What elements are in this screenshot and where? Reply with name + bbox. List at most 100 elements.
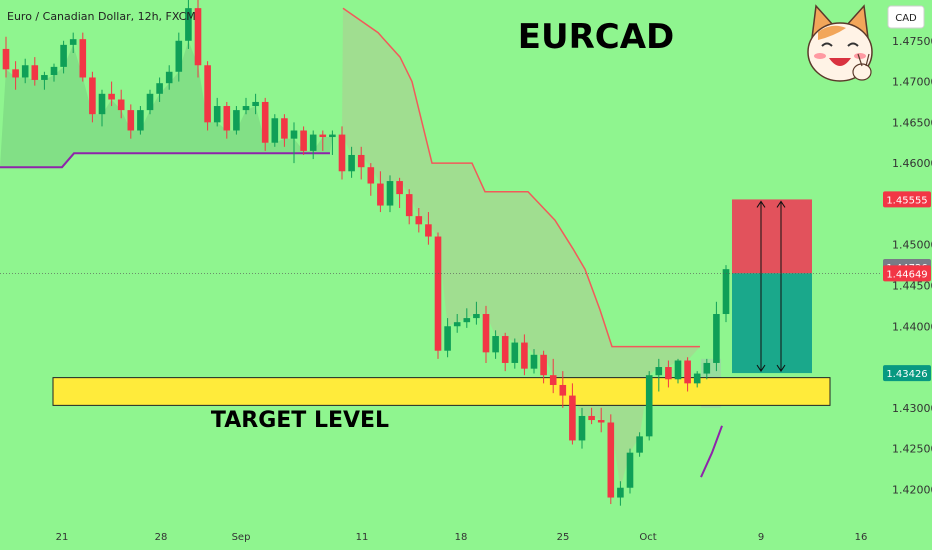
- candle-body[interactable]: [655, 367, 663, 376]
- time-tick-label: 9: [758, 532, 764, 543]
- candle-body[interactable]: [722, 269, 730, 315]
- candle-body[interactable]: [693, 373, 701, 384]
- candle-body[interactable]: [405, 194, 413, 217]
- candle-body[interactable]: [674, 360, 682, 380]
- candle-body[interactable]: [156, 83, 163, 94]
- candle-body[interactable]: [165, 71, 173, 84]
- candle-body[interactable]: [194, 8, 202, 66]
- candle-body[interactable]: [60, 44, 67, 67]
- candle-body[interactable]: [703, 362, 711, 374]
- candle-body[interactable]: [357, 154, 365, 168]
- candle-body[interactable]: [434, 236, 442, 351]
- candle-body[interactable]: [453, 322, 461, 327]
- candle-body[interactable]: [309, 134, 317, 151]
- candle-body[interactable]: [578, 415, 586, 441]
- candle-body[interactable]: [300, 130, 307, 151]
- candle-body[interactable]: [549, 375, 557, 385]
- candle-body[interactable]: [175, 40, 183, 72]
- candle-body[interactable]: [463, 318, 471, 323]
- price-tick-label: 1.44500: [892, 279, 932, 292]
- candle-body[interactable]: [521, 342, 528, 369]
- candle-body[interactable]: [607, 422, 615, 498]
- candle-body[interactable]: [213, 106, 221, 123]
- currency-button-label: CAD: [895, 13, 917, 24]
- candle-body[interactable]: [2, 48, 10, 70]
- candle-body[interactable]: [530, 354, 538, 369]
- candle-body[interactable]: [386, 181, 394, 206]
- candle-body[interactable]: [588, 415, 595, 421]
- price-badge-label: 1.45555: [886, 195, 927, 206]
- candle-body[interactable]: [146, 93, 154, 111]
- candle-body[interactable]: [79, 39, 87, 78]
- candle-body[interactable]: [21, 65, 29, 78]
- candle-body[interactable]: [223, 106, 231, 131]
- candle-body[interactable]: [261, 101, 269, 143]
- candle-body[interactable]: [89, 77, 96, 115]
- candle-body[interactable]: [645, 375, 653, 437]
- candle-body[interactable]: [473, 314, 480, 319]
- candle-body[interactable]: [501, 336, 509, 363]
- candles[interactable]: [2, 0, 739, 506]
- target-zone[interactable]: [52, 377, 831, 406]
- candle-body[interactable]: [684, 360, 691, 384]
- candle-body[interactable]: [127, 110, 135, 131]
- candle-body[interactable]: [626, 452, 634, 488]
- candle-body[interactable]: [319, 134, 327, 138]
- candle-body[interactable]: [597, 420, 605, 423]
- time-tick-label: 16: [855, 532, 868, 543]
- candle-body[interactable]: [617, 487, 624, 498]
- price-tick-label: 1.42500: [892, 443, 932, 456]
- candle-body[interactable]: [117, 99, 125, 111]
- candle-body[interactable]: [252, 101, 259, 107]
- candle-body[interactable]: [569, 395, 576, 441]
- candle-body[interactable]: [348, 154, 355, 172]
- candle-body[interactable]: [69, 39, 77, 45]
- position-arrow-head-down: [756, 364, 766, 372]
- candle-body[interactable]: [377, 183, 384, 206]
- candle-body[interactable]: [50, 66, 58, 76]
- candle-body[interactable]: [290, 130, 298, 139]
- stop-loss-zone[interactable]: [732, 199, 812, 274]
- candle-body[interactable]: [492, 336, 499, 353]
- candle-body[interactable]: [665, 367, 672, 380]
- candle-body[interactable]: [540, 354, 547, 376]
- time-tick-label: Sep: [232, 532, 251, 543]
- candle-body[interactable]: [204, 65, 211, 123]
- candle-body[interactable]: [98, 93, 106, 115]
- candle-body[interactable]: [185, 8, 192, 41]
- candle-body[interactable]: [271, 118, 279, 143]
- candle-body[interactable]: [242, 106, 250, 111]
- candle-body[interactable]: [233, 110, 240, 131]
- price-tick-label: 1.43000: [892, 402, 932, 415]
- candle-body[interactable]: [31, 65, 39, 80]
- candle-body[interactable]: [41, 75, 48, 80]
- candle-body[interactable]: [12, 69, 19, 78]
- cat-mascot-icon: [807, 4, 873, 82]
- candle-body[interactable]: [559, 384, 567, 396]
- candle-body[interactable]: [444, 326, 451, 351]
- candle-body[interactable]: [482, 314, 490, 353]
- candle-body[interactable]: [396, 181, 403, 195]
- candle-body[interactable]: [367, 167, 375, 184]
- candle-body[interactable]: [425, 224, 432, 237]
- take-profit-zone[interactable]: [732, 273, 812, 374]
- candle-body[interactable]: [338, 134, 346, 172]
- time-tick-label: 11: [356, 532, 369, 543]
- candle-body[interactable]: [137, 110, 144, 131]
- candle-body[interactable]: [281, 118, 288, 139]
- candle-body[interactable]: [713, 314, 720, 363]
- candle-body[interactable]: [329, 134, 336, 138]
- price-axis-ticks: 1.42000 1.42500 1.43000 1.44000 1.44500 1.450…: [892, 35, 932, 497]
- price-tick-label: 1.45000: [892, 239, 932, 252]
- position-tool[interactable]: [732, 199, 812, 374]
- price-tick-label: 1.42000: [892, 483, 932, 496]
- candle-body[interactable]: [511, 342, 519, 363]
- candle-body[interactable]: [108, 93, 115, 100]
- candle-body[interactable]: [415, 216, 423, 225]
- price-badge: [883, 191, 931, 208]
- candle-body[interactable]: [636, 436, 643, 453]
- time-axis[interactable]: [0, 522, 880, 550]
- currency-button[interactable]: CAD: [887, 5, 925, 29]
- target-zone-box[interactable]: [52, 377, 831, 406]
